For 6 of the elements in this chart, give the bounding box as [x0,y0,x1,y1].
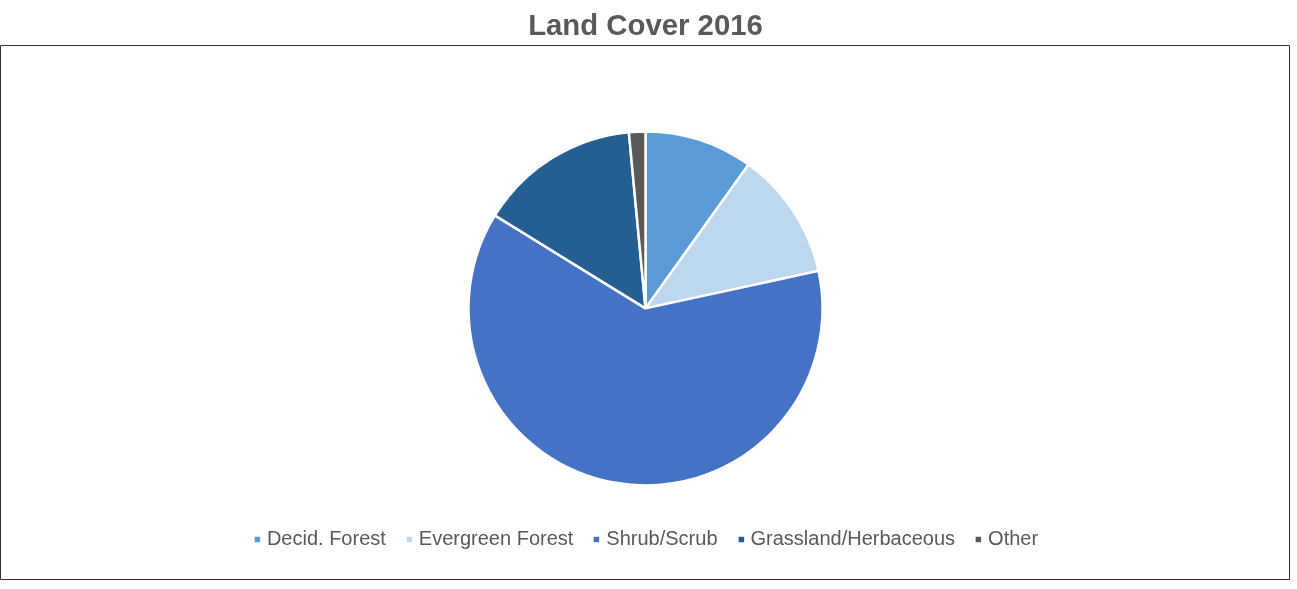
legend-label: Shrub/Scrub [606,527,718,550]
legend-label: Evergreen Forest [418,527,574,550]
legend-label: Other [988,527,1039,550]
chart-title: Land Cover 2016 [528,7,763,41]
legend-label: Grassland/Herbaceous [750,527,956,550]
legend-label: Decid. Forest [266,527,386,550]
